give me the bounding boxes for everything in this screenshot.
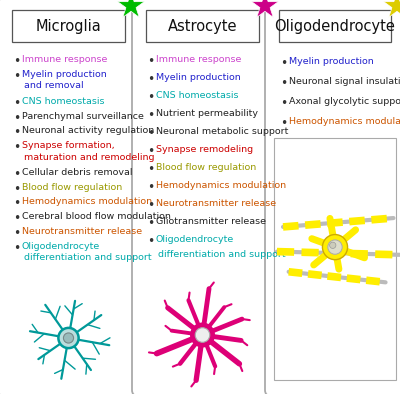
Text: Blood flow regulation: Blood flow regulation [22,183,122,192]
Circle shape [328,240,342,254]
Text: •: • [13,183,20,196]
Text: Oligodendrocyte: Oligodendrocyte [274,19,396,33]
Text: and removal: and removal [24,82,84,90]
Text: •: • [13,126,20,139]
Text: •: • [147,73,154,86]
Circle shape [322,234,348,260]
FancyBboxPatch shape [279,10,391,42]
FancyBboxPatch shape [0,0,139,394]
Text: maturation and remodeling: maturation and remodeling [24,152,154,162]
Text: Neurotransmitter release: Neurotransmitter release [22,227,142,236]
Text: •: • [280,97,287,110]
Text: •: • [280,77,287,90]
Circle shape [330,242,336,249]
Text: Hemodynamics modulation: Hemodynamics modulation [22,197,152,206]
Text: •: • [13,55,20,68]
Text: •: • [13,212,20,225]
Text: Hemodynamics modulation: Hemodynamics modulation [289,117,400,126]
Polygon shape [384,0,400,17]
Text: Neurotransmitter release: Neurotransmitter release [156,199,276,208]
Text: CNS homeostasis: CNS homeostasis [156,91,238,100]
Text: Neuronal activity regulation: Neuronal activity regulation [22,126,154,135]
Text: •: • [13,70,20,83]
Text: Synapse remodeling: Synapse remodeling [156,145,253,154]
Text: •: • [13,242,20,255]
Text: •: • [280,117,287,130]
Text: Synapse formation,: Synapse formation, [22,141,115,150]
Polygon shape [118,0,144,17]
Text: Cellular debris removal: Cellular debris removal [22,168,132,177]
Text: Myelin production: Myelin production [289,57,374,66]
Text: •: • [13,197,20,210]
Text: •: • [147,109,154,122]
Text: •: • [147,163,154,176]
Text: •: • [13,97,20,110]
Text: •: • [147,199,154,212]
FancyBboxPatch shape [274,138,396,380]
Text: •: • [280,57,287,70]
Text: Oligodendrocyte: Oligodendrocyte [156,235,234,244]
Text: •: • [147,235,154,248]
Text: Myelin production: Myelin production [22,70,107,79]
Text: •: • [147,127,154,140]
Text: Blood flow regulation: Blood flow regulation [156,163,256,172]
Text: CNS homeostasis: CNS homeostasis [22,97,104,106]
Text: Axonal glycolytic support: Axonal glycolytic support [289,97,400,106]
Text: Gliotransmitter release: Gliotransmitter release [156,217,266,226]
Text: •: • [13,112,20,125]
Text: Myelin production: Myelin production [156,73,241,82]
Text: Neuronal metabolic support: Neuronal metabolic support [156,127,288,136]
Text: Microglia: Microglia [36,19,101,33]
FancyBboxPatch shape [12,10,125,42]
Text: Nutrient permeability: Nutrient permeability [156,109,258,118]
Circle shape [195,328,210,342]
FancyBboxPatch shape [132,0,273,394]
Text: •: • [147,55,154,68]
Text: Cerebral blood flow modulation: Cerebral blood flow modulation [22,212,171,221]
Text: Hemodynamics modulation: Hemodynamics modulation [156,181,286,190]
Text: •: • [147,145,154,158]
Text: •: • [13,141,20,154]
Text: Astrocyte: Astrocyte [168,19,237,33]
Circle shape [64,333,74,343]
Circle shape [58,328,79,348]
Text: •: • [147,91,154,104]
FancyBboxPatch shape [265,0,400,394]
Text: differentiation and support: differentiation and support [24,253,152,262]
Text: Parenchymal surveillance: Parenchymal surveillance [22,112,144,121]
Text: Oligodendrocyte: Oligodendrocyte [22,242,100,251]
Text: •: • [13,168,20,181]
Text: Immune response: Immune response [156,55,241,64]
Text: •: • [147,217,154,230]
FancyBboxPatch shape [146,10,259,42]
Text: •: • [13,227,20,240]
Text: differentiation and support: differentiation and support [158,250,286,259]
Polygon shape [252,0,278,17]
Text: Neuronal signal insulation: Neuronal signal insulation [289,77,400,86]
Circle shape [191,323,214,346]
Text: Immune response: Immune response [22,55,107,64]
Text: •: • [147,181,154,194]
